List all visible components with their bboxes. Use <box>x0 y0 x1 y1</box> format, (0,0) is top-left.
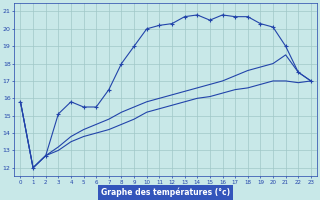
X-axis label: Graphe des températures (°c): Graphe des températures (°c) <box>101 188 230 197</box>
